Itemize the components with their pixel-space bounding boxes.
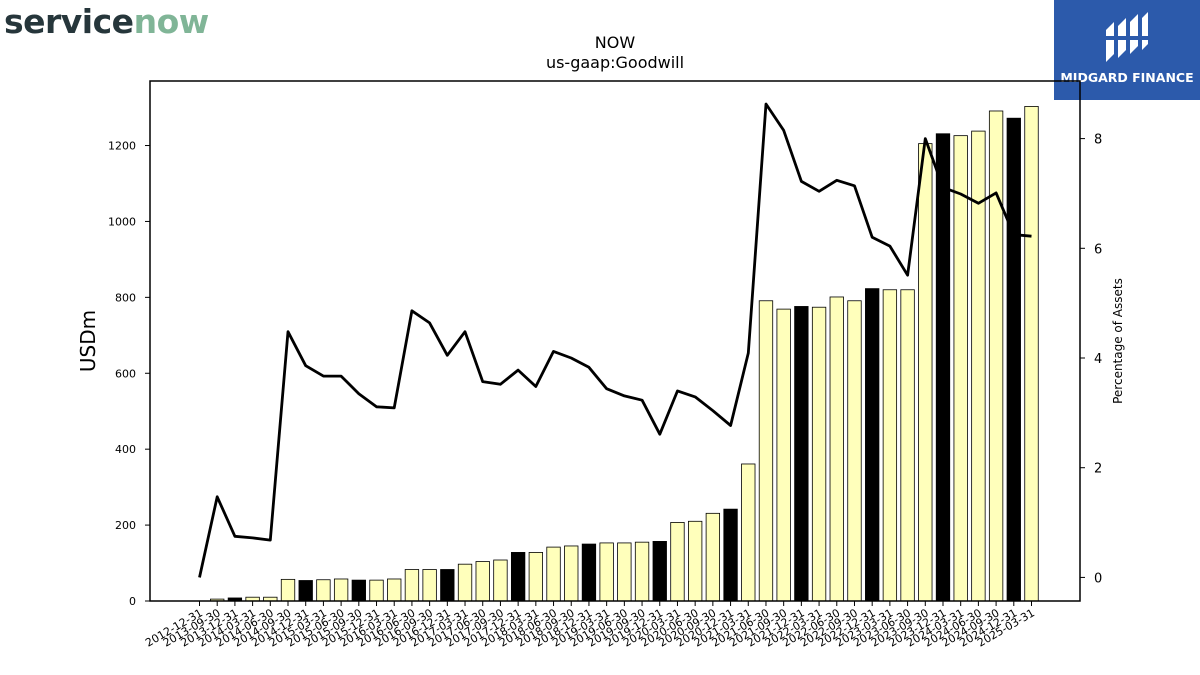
y-axis-label: USDm: [76, 310, 100, 372]
bar-2024-03-31: [953, 135, 968, 602]
logo-o-ring: now: [133, 2, 210, 41]
bar-2020-06-30: [688, 520, 703, 602]
bar-2022-09-30: [847, 300, 862, 602]
bar-2016-03-31: [387, 578, 402, 602]
y-tick-label: 400: [115, 443, 136, 456]
bar-2014-09-30: [280, 578, 296, 602]
chart-subtitle: us-gaap:Goodwill: [545, 53, 685, 72]
bar-2018-03-31: [528, 552, 543, 602]
bar-2019-06-30: [617, 542, 632, 602]
bar-2023-03-31: [882, 289, 898, 602]
bar-2017-12-31: [510, 552, 526, 602]
y-tick-label: 1000: [108, 215, 136, 228]
bar-2015-03-31: [316, 579, 331, 602]
bar-2021-06-30: [758, 300, 774, 602]
bar-2021-12-31: [794, 306, 809, 602]
bar-2016-06-30: [404, 569, 420, 602]
chart-title: NOW: [594, 33, 636, 52]
midgard-finance-logo: MIDGARD FINANCE: [1054, 0, 1200, 100]
y2-tick-label: 8: [1094, 133, 1102, 148]
y-tick-label: 0: [129, 595, 136, 608]
y-tick-label: 800: [115, 291, 136, 304]
bar-2020-09-30: [705, 512, 721, 602]
bar-2023-09-30: [918, 143, 933, 602]
bar-2024-09-30: [988, 110, 1004, 602]
bar-2017-03-31: [457, 563, 473, 602]
y2-tick-label: 4: [1094, 352, 1102, 367]
servicenow-logo: servicenow: [4, 2, 210, 41]
midgard-emblem-icon: [1104, 12, 1150, 62]
bar-2020-03-31: [670, 522, 685, 602]
y2-tick-label: 0: [1094, 571, 1102, 586]
bar-2022-12-31: [865, 288, 880, 602]
plot-frame: [149, 80, 1081, 602]
percentage-of-assets-line: [198, 102, 1032, 578]
bar-2020-12-31: [723, 508, 738, 602]
bar-2015-09-30: [351, 579, 366, 602]
bar-2018-09-30: [564, 545, 579, 602]
bar-2015-12-31: [369, 579, 384, 602]
bar-2019-09-30: [634, 541, 650, 602]
y2-axis-label: Percentage of Assets: [1111, 278, 1125, 404]
bar-2021-03-31: [741, 463, 756, 602]
y2-tick-label: 6: [1094, 242, 1102, 257]
bar-2017-06-30: [475, 561, 490, 602]
bar-2021-09-30: [776, 308, 791, 602]
bar-2023-06-30: [900, 289, 915, 602]
midgard-brand-text: MIDGARD FINANCE: [1060, 70, 1194, 85]
y-tick-label: 200: [115, 519, 136, 532]
bar-2016-12-31: [440, 569, 455, 602]
bar-2019-03-31: [599, 542, 614, 602]
y2-tick-label: 2: [1094, 462, 1102, 477]
bar-2025-03-31: [1024, 106, 1039, 602]
bar-2019-12-31: [652, 541, 667, 602]
bar-2018-06-30: [546, 546, 561, 602]
bar-2022-03-31: [811, 306, 827, 602]
bar-2014-12-31: [298, 580, 313, 602]
y-tick-label: 600: [115, 367, 136, 380]
y-tick-label: 1200: [108, 140, 136, 153]
bar-2016-09-30: [422, 569, 437, 602]
bar-2022-06-30: [829, 296, 844, 602]
bar-2024-12-31: [1006, 117, 1021, 602]
bar-2023-12-31: [935, 133, 951, 602]
bar-2018-12-31: [581, 543, 597, 602]
bar-2015-06-30: [333, 578, 349, 602]
bar-2017-09-30: [493, 559, 508, 602]
